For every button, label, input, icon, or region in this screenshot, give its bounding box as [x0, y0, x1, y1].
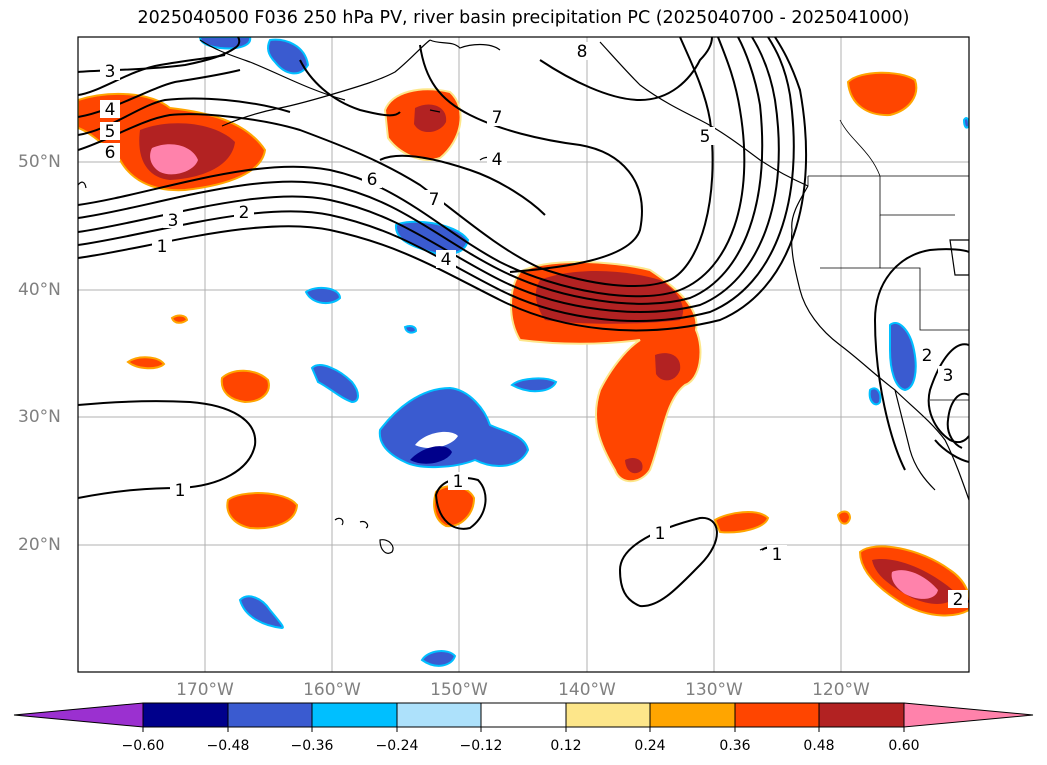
positive-pc-regions	[78, 71, 969, 617]
pc-patch-small-blue-2	[403, 325, 418, 334]
contour-label: 1	[157, 237, 168, 257]
lat-label: 40°N	[18, 280, 61, 300]
colorbar-extend-low	[13, 702, 144, 728]
lon-label: 170°W	[176, 680, 234, 700]
contour-label: 3	[105, 62, 116, 82]
contour-label: 7	[429, 190, 440, 210]
coastlines	[78, 39, 969, 556]
contour-label: 1	[453, 472, 464, 492]
pc-patch-hawaii-west	[226, 492, 299, 530]
colorbar-tick-label: −0.24	[375, 738, 419, 754]
lat-label: 50°N	[18, 152, 61, 172]
lon-label: 130°W	[685, 680, 743, 700]
gridlines	[78, 37, 969, 672]
contour-label: 1	[772, 545, 783, 565]
contour-label: 2	[239, 203, 250, 223]
pc-patch-small-1	[126, 356, 166, 370]
colorbar-tick-label: 0.36	[719, 738, 751, 754]
pc-patch-small-blue-1	[304, 286, 342, 305]
lon-label: 150°W	[430, 680, 488, 700]
contour-label: 2	[953, 590, 964, 610]
lon-label: 160°W	[303, 680, 361, 700]
pc-patch-small-blue-3	[310, 364, 359, 404]
colorbar-tick-label: 0.24	[634, 738, 666, 754]
pc-patch-baja-small	[836, 510, 852, 525]
colorbar-tick-label: −0.36	[290, 738, 334, 754]
contour-label: 3	[168, 211, 179, 231]
pc-patch-small-blue-4	[510, 377, 558, 393]
lon-label: 120°W	[812, 680, 870, 700]
pc-patch-central-west	[220, 369, 270, 404]
colorbar-tick-label: 0.12	[550, 738, 582, 754]
contour-label-group: 3 4 5 6 3 2 1 6 7 7 4 8 5 4 1 1 1 1 2	[100, 42, 968, 610]
map-title: 2025040500 F036 250 hPa PV, river basin …	[137, 8, 910, 28]
contour-label: 4	[492, 150, 503, 170]
pc-patch-canada-interior	[846, 71, 918, 117]
plot-frame	[77, 36, 970, 673]
contour-label: 1	[655, 524, 666, 544]
contour-label: 6	[367, 170, 378, 190]
lon-label: 140°W	[558, 680, 616, 700]
pc-patch-small-blue-5	[238, 595, 284, 630]
colorbar-tick-label: −0.48	[206, 738, 250, 754]
colorbar-tick-label: 0.48	[803, 738, 835, 754]
contour-label: 4	[105, 100, 116, 120]
pc-patch-small-2	[170, 314, 189, 324]
colorbar-tick-label: 0.60	[888, 738, 920, 754]
colorbar-tick-label: −0.12	[459, 738, 503, 754]
contour-label: 1	[175, 481, 186, 501]
colorbar-extend-high	[903, 702, 1034, 728]
negative-pc-regions	[198, 37, 969, 667]
contour-label: 3	[943, 366, 954, 386]
contour-label: 5	[700, 127, 711, 147]
colorbar-tick-label: −0.60	[121, 738, 165, 754]
contour-label: 5	[105, 122, 116, 142]
contour-label: 7	[492, 108, 503, 128]
lat-label: 30°N	[18, 407, 61, 427]
contour-label: 4	[441, 250, 452, 270]
political-borders	[807, 119, 969, 401]
pc-patch-small-blue-6	[420, 650, 457, 667]
lat-label: 20°N	[18, 535, 61, 555]
contour-label: 8	[577, 42, 588, 62]
pc-patch-subtropics-east	[713, 511, 770, 534]
contour-label: 6	[105, 143, 116, 163]
contour-label: 2	[922, 346, 933, 366]
pc-patch-central-negative	[378, 386, 530, 469]
colorbar	[13, 702, 1034, 732]
pc-patch-california	[889, 322, 917, 392]
